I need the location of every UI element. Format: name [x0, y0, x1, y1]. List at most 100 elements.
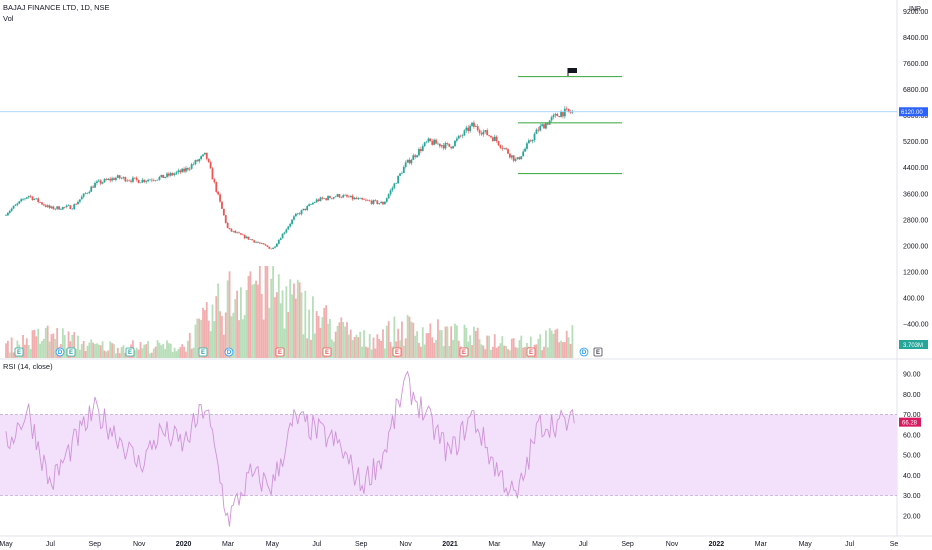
volume-bar [442, 346, 445, 358]
volume-bar [160, 345, 163, 358]
time-tick-label: 2021 [442, 541, 458, 548]
volume-bar [92, 342, 95, 358]
dividend-event-icon[interactable]: D [224, 347, 234, 357]
rsi-label: RSI (14, close) [3, 362, 53, 371]
volume-bar [12, 352, 15, 358]
volume-bar [164, 348, 167, 358]
candle-body [205, 152, 208, 159]
candle-body [154, 180, 157, 181]
rsi-axis[interactable]: 90.00 80.00 70.00 60.00 50.00 40.00 30.00 20.00 [903, 372, 921, 521]
candle-body [29, 196, 32, 197]
current-price-value: 6120.00 [901, 110, 923, 116]
current-price-badge: 6120.00 [899, 107, 928, 117]
volume-bar [478, 339, 481, 358]
candle-body [63, 206, 66, 208]
earnings-event-icon[interactable]: E [275, 347, 285, 357]
candle-body [258, 242, 261, 244]
volume-bar [162, 343, 165, 358]
candle-body [332, 197, 335, 199]
earnings-event-icon[interactable]: E [14, 347, 24, 357]
volume-bar [469, 335, 472, 358]
candle-body [274, 246, 276, 248]
dividend-event-icon[interactable]: D [579, 347, 589, 357]
candle-body [211, 168, 214, 180]
candle-body [251, 239, 254, 241]
candle-body [395, 183, 398, 184]
candle-body [393, 183, 396, 188]
candle-body [461, 135, 464, 137]
candle-body [152, 180, 155, 181]
candle-body [327, 196, 329, 200]
volume-bar [183, 346, 185, 358]
candle-body [291, 219, 293, 224]
volume-bar [317, 315, 320, 358]
candle-body [300, 210, 303, 215]
candle-body [524, 148, 526, 152]
volume-bar [404, 338, 407, 358]
volume-bar [86, 345, 89, 358]
candle-body [132, 177, 134, 182]
candle-body [35, 198, 38, 200]
volume-value: 3.703M [903, 343, 923, 349]
volume-bar [512, 338, 515, 358]
horizontal-levels[interactable] [0, 76, 897, 175]
candle-body [509, 153, 511, 158]
volume-bar [67, 331, 70, 358]
volume-bar [116, 347, 119, 358]
candle-body [533, 133, 536, 141]
earnings-event-icon[interactable]: E [66, 347, 76, 357]
volume-bar [410, 321, 413, 358]
candle-body [202, 154, 204, 157]
candle-body [370, 200, 373, 204]
candle-body [173, 173, 176, 176]
price-tick-label: 6800.00 [903, 87, 928, 94]
volume-bar [293, 283, 295, 358]
flag-icon[interactable] [567, 68, 577, 76]
candle-body [484, 130, 487, 132]
candle-body [188, 168, 191, 170]
volume-bar [563, 342, 566, 358]
earnings-event-icon[interactable]: E [526, 347, 536, 357]
volume-bar [224, 312, 227, 358]
earnings-event-icon[interactable]: E [198, 347, 208, 357]
earnings-event-icon[interactable]: E [125, 347, 135, 357]
candle-body [266, 245, 269, 247]
earnings-event-icon[interactable]: E [459, 347, 469, 357]
volume-bar [48, 341, 51, 358]
volume-bar [448, 345, 451, 358]
candle-body [315, 199, 318, 203]
volume-bar [518, 340, 521, 358]
candle-body [374, 200, 377, 201]
candle-body [376, 200, 379, 204]
volume-bar [245, 290, 248, 358]
candle-body [457, 135, 460, 139]
volume-bar [71, 334, 74, 358]
volume-bar [308, 309, 311, 358]
price-series [5, 106, 574, 250]
price-axis[interactable]: 9200.00 8400.00 7600.00 6800.00 6000.00 5200.… [903, 9, 929, 328]
volume-bar [349, 329, 352, 358]
earnings-event-icon[interactable]: E [593, 347, 603, 357]
dividend-event-icon[interactable]: D [55, 347, 65, 357]
candle-body [459, 135, 462, 137]
volume-bar [217, 283, 220, 358]
candle-body [399, 173, 401, 176]
candle-body [156, 179, 159, 181]
candle-body [54, 208, 57, 210]
candle-body [61, 206, 64, 210]
volume-bar [556, 328, 559, 358]
time-axis[interactable]: May Jul Sep Nov 2020 Mar May Jul Sep Nov 2021 Mar Ma… [0, 541, 898, 548]
earnings-event-icon[interactable]: E [392, 347, 402, 357]
volume-bar [207, 320, 210, 358]
candle-body [368, 200, 371, 202]
candle-body [283, 232, 286, 234]
candle-body [221, 201, 223, 209]
candle-body [319, 197, 322, 201]
rsi-series [5, 370, 575, 527]
rsi-band [0, 414, 897, 496]
candle-body [361, 198, 364, 200]
candle-body [450, 146, 453, 149]
earnings-event-icon[interactable]: E [322, 347, 332, 357]
